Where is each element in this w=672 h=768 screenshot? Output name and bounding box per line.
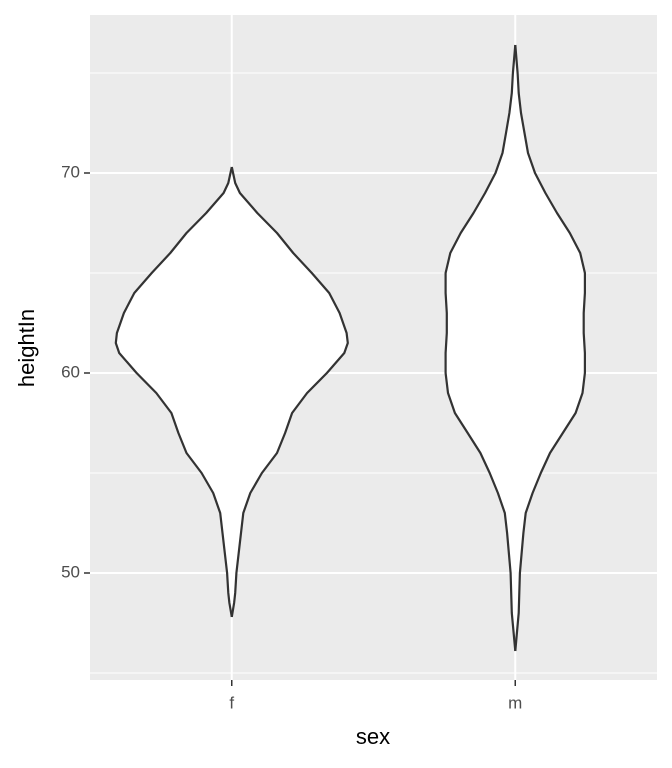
plot: 50 60 70 f m	[61, 15, 657, 712]
violin-outline-right	[230, 166, 349, 618]
y-tick-label: 70	[61, 162, 80, 181]
x-axis-title: sex	[356, 724, 390, 749]
violin-fill	[115, 167, 348, 617]
y-axis-title: heightIn	[14, 309, 39, 387]
violin-outline-left	[444, 44, 517, 652]
violin-outline-right	[514, 44, 587, 652]
violin-outline-left	[114, 166, 233, 618]
x-tick-label: m	[508, 693, 522, 712]
y-tick-label: 60	[61, 362, 80, 381]
violin-fill	[445, 45, 585, 651]
y-tick-label: 50	[61, 562, 80, 581]
x-tick-label: f	[229, 693, 234, 712]
